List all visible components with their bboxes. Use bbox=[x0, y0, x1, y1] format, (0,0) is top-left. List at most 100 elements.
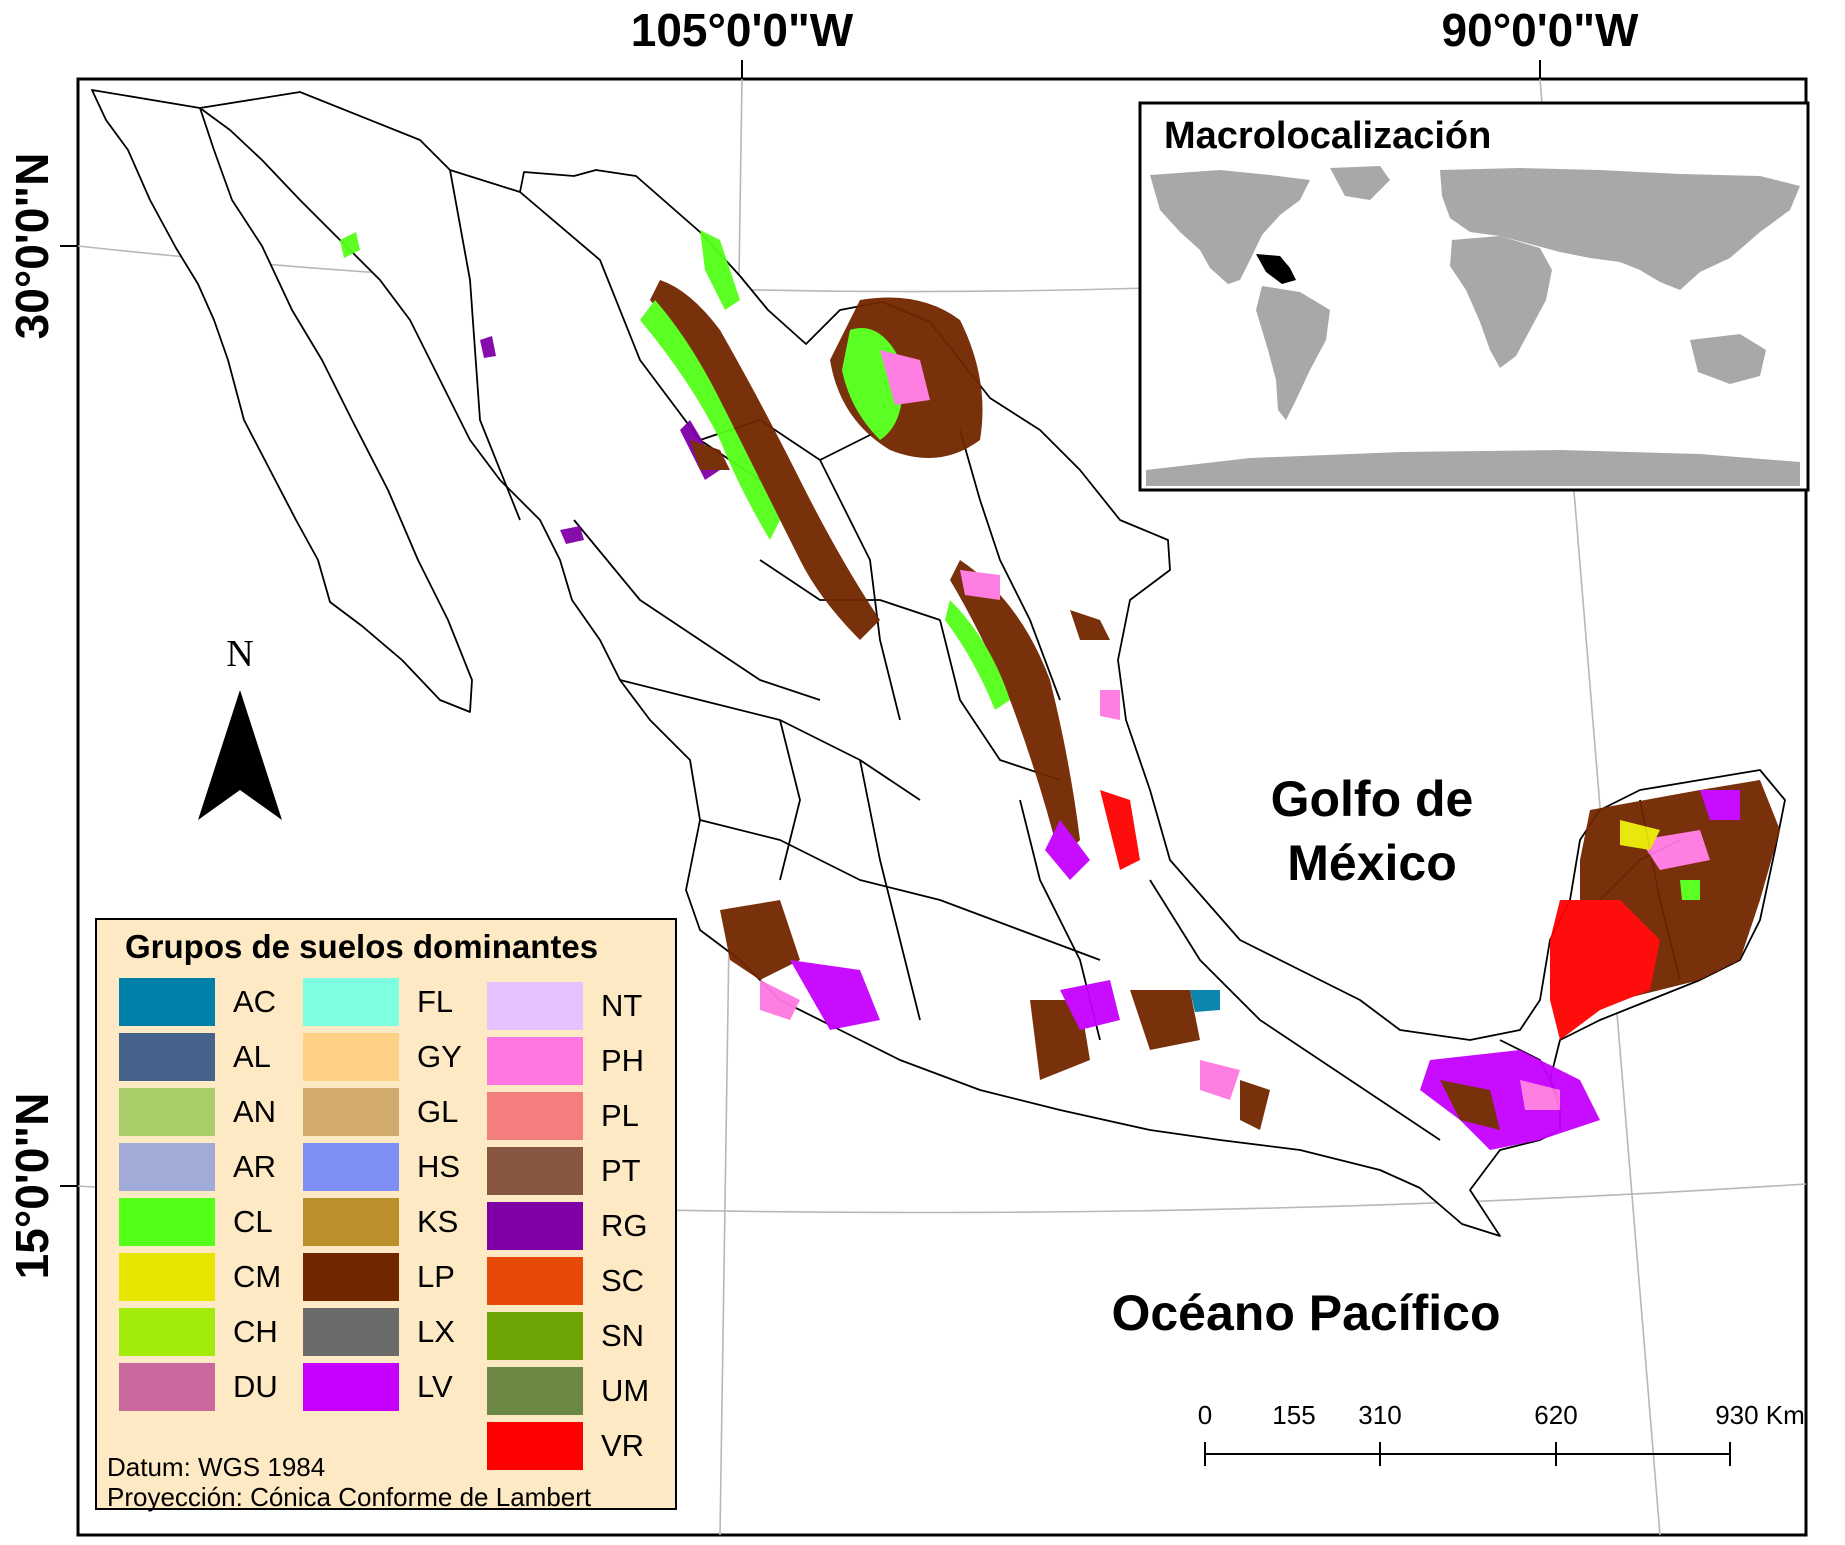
legend-swatch bbox=[303, 1033, 399, 1081]
legend-code: FL bbox=[417, 984, 454, 1019]
legend-item-lv: LV bbox=[303, 1363, 473, 1411]
legend-code: AC bbox=[233, 984, 277, 1019]
lon-label-105w: 105°0'0"W bbox=[631, 4, 854, 56]
legend-code: HS bbox=[417, 1149, 461, 1184]
legend-code: LV bbox=[417, 1369, 453, 1404]
legend-item-um: UM bbox=[487, 1367, 657, 1415]
scale-bar: 0 155 310 620 930 Km bbox=[1198, 1400, 1805, 1466]
gulf-label-line1: Golfo de bbox=[1271, 771, 1474, 827]
legend-swatch bbox=[303, 1088, 399, 1136]
legend-swatch bbox=[303, 978, 399, 1026]
legend-item-cl: CL bbox=[119, 1198, 289, 1246]
projection-label: Proyección: Cónica Conforme de Lambert bbox=[107, 1482, 592, 1512]
legend-swatch bbox=[119, 1033, 215, 1081]
legend-item-sn: SN bbox=[487, 1312, 657, 1360]
north-arrow: N bbox=[198, 633, 282, 820]
legend-code: GL bbox=[417, 1094, 459, 1129]
legend-swatch bbox=[303, 1198, 399, 1246]
pacific-label: Océano Pacífico bbox=[1111, 1285, 1500, 1341]
graticule-ticks bbox=[60, 60, 1541, 1187]
legend-item-nt: NT bbox=[487, 982, 657, 1030]
datum-label: Datum: WGS 1984 bbox=[107, 1452, 326, 1482]
legend-code: VR bbox=[601, 1428, 645, 1463]
legend-swatch bbox=[119, 1088, 215, 1136]
legend-code: DU bbox=[233, 1369, 278, 1404]
north-arrow-icon bbox=[198, 690, 282, 820]
legend-swatch bbox=[487, 1202, 583, 1250]
legend-item-ar: AR bbox=[119, 1143, 289, 1191]
legend-swatch bbox=[487, 1147, 583, 1195]
legend-code: PH bbox=[601, 1043, 645, 1078]
legend-code: LX bbox=[417, 1314, 455, 1349]
legend-swatch bbox=[487, 1092, 583, 1140]
legend-code: PL bbox=[601, 1098, 639, 1133]
north-arrow-label: N bbox=[226, 633, 253, 675]
legend-item-ac: AC bbox=[119, 978, 289, 1026]
legend-code: CH bbox=[233, 1314, 278, 1349]
legend-item-cm: CM bbox=[119, 1253, 289, 1301]
legend-swatch bbox=[303, 1253, 399, 1301]
scale-label-620: 620 bbox=[1534, 1400, 1577, 1430]
legend-code: KS bbox=[417, 1204, 459, 1239]
legend-item-gy: GY bbox=[303, 1033, 473, 1081]
legend-item-pl: PL bbox=[487, 1092, 657, 1140]
legend-swatch bbox=[303, 1363, 399, 1411]
legend-code: GY bbox=[417, 1039, 462, 1074]
legend-code: RG bbox=[601, 1208, 648, 1243]
legend-item-ch: CH bbox=[119, 1308, 289, 1356]
lat-label-15n: 15°0'0"N bbox=[6, 1093, 58, 1280]
legend-swatch bbox=[119, 1253, 215, 1301]
legend-swatch bbox=[487, 1367, 583, 1415]
legend-item-sc: SC bbox=[487, 1257, 657, 1305]
legend-item-hs: HS bbox=[303, 1143, 473, 1191]
legend-swatch bbox=[119, 1198, 215, 1246]
scale-label-0: 0 bbox=[1198, 1400, 1212, 1430]
macrolocation-inset: Macrolocalización bbox=[1138, 101, 1810, 492]
legend-code: CL bbox=[233, 1204, 273, 1239]
legend-code: AR bbox=[233, 1149, 277, 1184]
legend-item-ks: KS bbox=[303, 1198, 473, 1246]
legend-code: AN bbox=[233, 1094, 277, 1129]
legend-code: CM bbox=[233, 1259, 282, 1294]
legend-code: UM bbox=[601, 1373, 650, 1408]
legend-swatch bbox=[119, 1308, 215, 1356]
legend-item-gl: GL bbox=[303, 1088, 473, 1136]
legend-item-lx: LX bbox=[303, 1308, 473, 1356]
legend-swatch bbox=[487, 1312, 583, 1360]
lon-label-90w: 90°0'0"W bbox=[1442, 4, 1639, 56]
legend-title: Grupos de suelos dominantes bbox=[125, 928, 599, 965]
legend-code: AL bbox=[233, 1039, 271, 1074]
soil-patches bbox=[340, 230, 1780, 1150]
legend-swatch bbox=[487, 1422, 583, 1470]
legend-swatch bbox=[487, 982, 583, 1030]
legend-item-rg: RG bbox=[487, 1202, 657, 1250]
legend-swatch bbox=[487, 1257, 583, 1305]
legend-swatch bbox=[487, 1037, 583, 1085]
legend-item-lp: LP bbox=[303, 1253, 473, 1301]
legend-swatch bbox=[303, 1308, 399, 1356]
legend-item-pt: PT bbox=[487, 1147, 657, 1195]
legend-item-vr: VR bbox=[487, 1422, 657, 1470]
legend-code: NT bbox=[601, 988, 643, 1023]
legend-code: SC bbox=[601, 1263, 645, 1298]
legend-swatch bbox=[119, 978, 215, 1026]
legend-swatch bbox=[119, 1363, 215, 1411]
gulf-label-line2: México bbox=[1287, 835, 1457, 891]
legend-item-al: AL bbox=[119, 1033, 289, 1081]
legend-code: PT bbox=[601, 1153, 641, 1188]
legend-item-fl: FL bbox=[303, 978, 473, 1026]
soil-legend: Grupos de suelos dominantes AC AL AN AR CL CM… bbox=[95, 918, 677, 1512]
scale-label-310: 310 bbox=[1358, 1400, 1401, 1430]
legend-code: SN bbox=[601, 1318, 645, 1353]
legend-item-ph: PH bbox=[487, 1037, 657, 1085]
legend-item-an: AN bbox=[119, 1088, 289, 1136]
legend-swatch bbox=[119, 1143, 215, 1191]
mexico-highlight bbox=[1256, 254, 1296, 284]
legend-swatch bbox=[303, 1143, 399, 1191]
legend-item-du: DU bbox=[119, 1363, 289, 1411]
scale-label-930: 930 Km bbox=[1715, 1400, 1805, 1430]
inset-title: Macrolocalización bbox=[1164, 115, 1491, 157]
legend-code: LP bbox=[417, 1259, 455, 1294]
scale-label-155: 155 bbox=[1272, 1400, 1315, 1430]
